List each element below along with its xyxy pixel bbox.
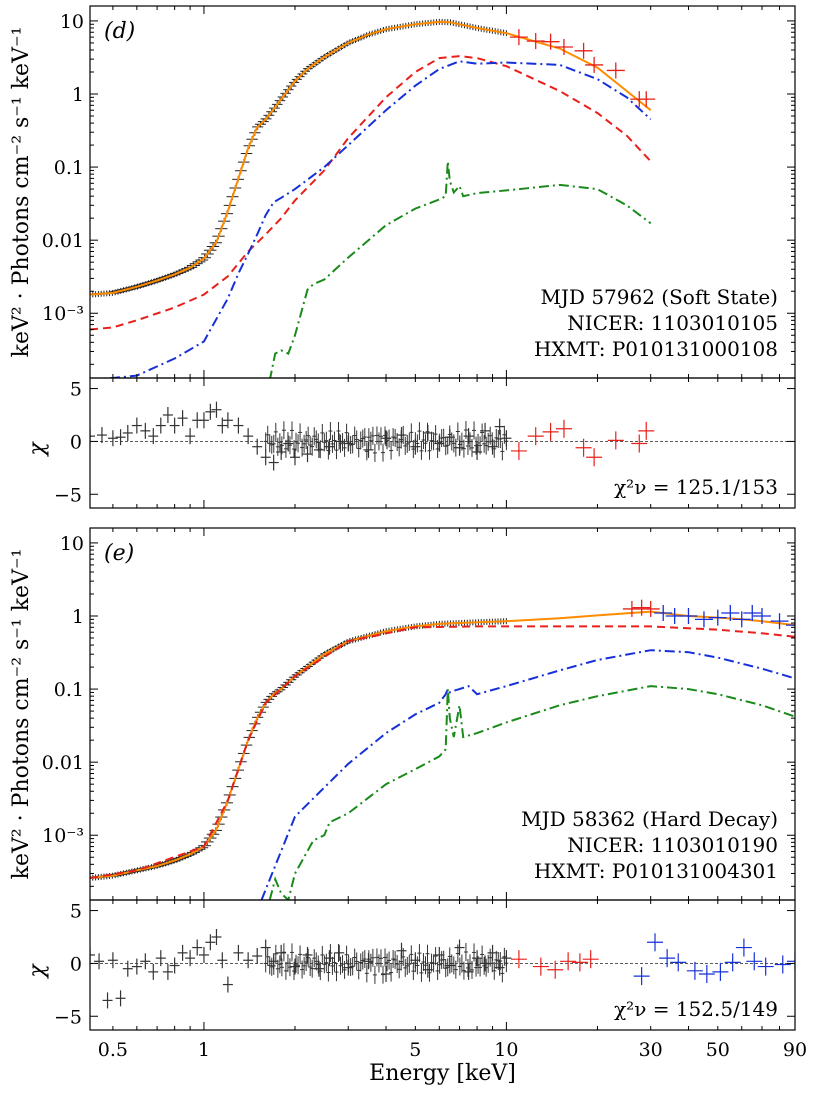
chi2-label: χ²ν = 125.1/153: [614, 475, 778, 499]
res-y-tick-label: 5: [70, 379, 82, 401]
res-y-tick-label: 0: [70, 431, 82, 453]
y-tick-label: 10: [60, 11, 84, 33]
panel-label: (e): [104, 541, 134, 566]
panel-1: 10⁻³ 0.01 0.1 1 10 −5 0 5 (e) MJD 58362 (Hard Dec…: [9, 527, 807, 1086]
residual-plot-area: [90, 928, 795, 1009]
res-y-tick-label: −5: [54, 484, 82, 506]
model-line-0: [90, 20, 652, 296]
y-tick-label: 10⁻³: [42, 303, 84, 325]
model-line-3: [268, 685, 795, 900]
annotation-line: NICER: 1103010190: [567, 833, 778, 857]
x-tick-label: 90: [783, 1039, 807, 1061]
panel-0: 10⁻³ 0.01 0.1 1 10 −5 0 5 (d) MJD 57962 (Soft Sta…: [9, 5, 796, 509]
x-tick-label: 10: [494, 1039, 518, 1061]
y-tick-label: 0.1: [54, 157, 84, 179]
x-tick-label: 5: [409, 1039, 421, 1061]
y-tick-label: 0.01: [42, 230, 84, 252]
x-axis-label: Energy [keV]: [369, 1061, 516, 1086]
y-tick-label: 0.01: [42, 752, 84, 774]
x-tick-label: 1: [198, 1039, 210, 1061]
annotation-line: MJD 58362 (Hard Decay): [521, 807, 778, 831]
residual-y-axis-label: χ: [25, 441, 50, 458]
y-tick-label: 10⁻³: [42, 825, 84, 847]
x-tick-label: 0.5: [98, 1039, 128, 1061]
model-line-1: [90, 625, 795, 879]
annotation-line: NICER: 1103010105: [567, 311, 778, 335]
res-y-tick-label: 0: [70, 953, 82, 975]
panel-label: (d): [104, 19, 135, 44]
main-plot-area: [90, 599, 795, 900]
annotation-line: MJD 57962 (Soft State): [540, 285, 778, 309]
residual-y-axis-label: χ: [25, 963, 50, 980]
y-tick-label: 1: [72, 84, 84, 106]
model-line-1: [90, 55, 652, 331]
main-plot-area: [90, 18, 656, 378]
x-tick-label: 50: [706, 1039, 730, 1061]
y-axis-label: keV² · Photons cm⁻² s⁻¹ keV⁻¹: [9, 27, 34, 358]
model-line-2: [260, 649, 795, 900]
annotation-line: HXMT: P010131004301: [534, 859, 778, 883]
residual-frame: [89, 377, 796, 509]
x-tick-label: 30: [639, 1039, 663, 1061]
y-tick-label: 0.1: [54, 679, 84, 701]
res-y-tick-label: 5: [70, 901, 82, 923]
y-tick-label: 1: [72, 606, 84, 628]
model-line-2: [93, 60, 652, 378]
y-tick-label: 10: [60, 533, 84, 555]
res-y-tick-label: −5: [54, 1006, 82, 1028]
residual-frame: [89, 899, 796, 1031]
residual-plot-area: [90, 401, 795, 471]
y-axis-label: keV² · Photons cm⁻² s⁻¹ keV⁻¹: [9, 549, 34, 880]
chi2-label: χ²ν = 152.5/149: [614, 997, 778, 1021]
annotation-line: HXMT: P010131000108: [534, 337, 778, 361]
